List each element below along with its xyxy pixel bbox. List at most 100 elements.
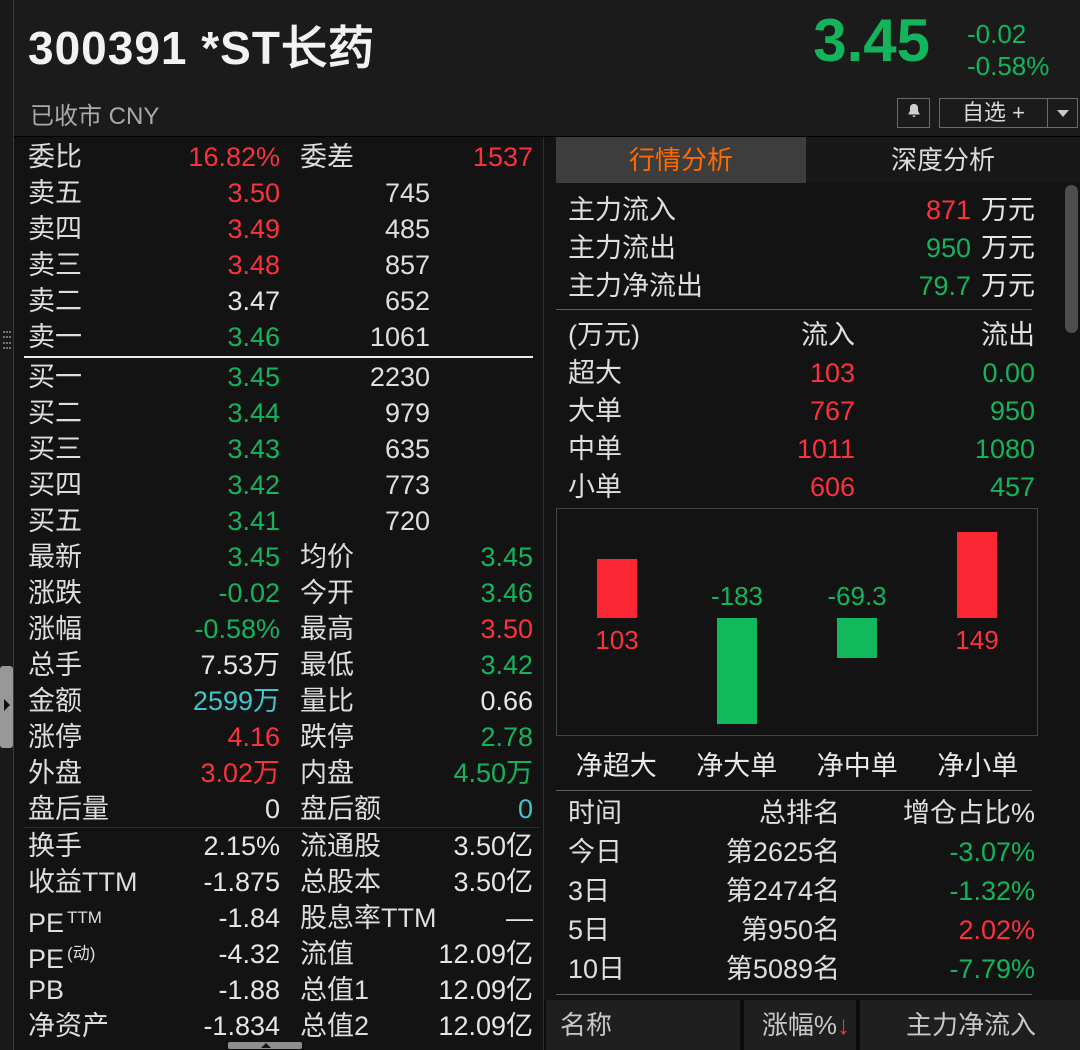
ask-row[interactable]: 卖四 3.49 485 [14, 211, 540, 247]
bid-volume: 773 [384, 470, 430, 500]
stat-value: -1.84 [218, 903, 280, 933]
flow-table-row: 小单 606 457 [556, 468, 1080, 506]
net-flow-bar [597, 559, 637, 618]
flow-table-row: 大单 767 950 [556, 392, 1080, 430]
flow-label: 主力流出 [568, 233, 676, 263]
stat-value: 0 [517, 794, 533, 824]
rank-col-time: 时间 [568, 798, 622, 828]
stat-row: PB -1.88 总值1 12.09亿 [14, 972, 540, 1008]
stat-label: 净资产 [28, 1011, 109, 1041]
left-splitter[interactable] [0, 0, 14, 1050]
watchlist-dropdown-button[interactable] [1047, 99, 1077, 127]
drag-grip-icon[interactable] [2, 329, 12, 351]
stat-row: PE TTM -1.84 股息率TTM — [14, 900, 540, 938]
rank-row-rank: 第5089名 [725, 954, 840, 984]
flow-summary-row: 主力净流出 79.7 万元 [556, 267, 1080, 305]
stat-value: 12.09亿 [438, 939, 533, 969]
bid-row[interactable]: 买五 3.41 720 [14, 503, 540, 539]
ask-row[interactable]: 卖五 3.50 745 [14, 175, 540, 211]
analysis-tabs: 行情分析 深度分析 [556, 137, 1080, 183]
rank-table-row: 5日 第950名 2.02% [556, 911, 1080, 950]
weicha-label: 委差 [300, 142, 354, 172]
net-flow-bar [957, 532, 997, 618]
price-change: -0.02 [967, 19, 1027, 49]
bid-label: 买四 [28, 470, 82, 500]
bid-row[interactable]: 买二 3.44 979 [14, 395, 540, 431]
bid-row[interactable]: 买三 3.43 635 [14, 431, 540, 467]
rank-table: 时间 总排名 增仓占比% 今日 第2625名 -3.07% 3日 第2474名 -1.32% 5日… [556, 793, 1080, 989]
flow-value-group: 79.7 万元 [918, 267, 1035, 305]
stat-row: 总手 7.53万 最低 3.42 [14, 647, 540, 683]
flow-col-unit: (万元) [568, 320, 640, 350]
stat-value: — [506, 903, 533, 933]
flow-value-group: 950 万元 [926, 229, 1035, 267]
alert-button[interactable] [897, 98, 930, 128]
column-header-name[interactable]: 名称 [546, 1000, 740, 1050]
ask-price: 3.49 [227, 214, 280, 244]
flow-row-label: 中单 [568, 434, 622, 464]
stat-value: 2.78 [480, 722, 533, 752]
panel-divider [543, 137, 544, 1050]
weibi-row: 委比 16.82% 委差 1537 [14, 139, 540, 175]
stat-label: 内盘 [300, 758, 354, 788]
ask-row[interactable]: 卖一 3.46 1061 [14, 319, 540, 355]
stat-label: 涨停 [28, 722, 82, 752]
net-flow-bar [717, 618, 757, 724]
weibi-value: 16.82% [188, 142, 280, 172]
stat-row: 收益TTM -1.875 总股本 3.50亿 [14, 864, 540, 900]
rank-row-rank: 第2474名 [725, 876, 840, 906]
tab-depth-analysis[interactable]: 深度分析 [806, 137, 1080, 183]
bid-row[interactable]: 买四 3.42 773 [14, 467, 540, 503]
bid-volume: 2230 [369, 362, 430, 392]
flow-table: (万元) 流入 流出 超大 103 0.00 大单 767 950 中单 1011 1080 小单 606… [556, 316, 1080, 506]
stock-title: 300391 *ST长药 [28, 22, 375, 74]
flow-value: 950 [925, 233, 971, 263]
stat-label: 流值 [300, 939, 354, 969]
stat-label: 外盘 [28, 758, 82, 788]
column-header-change-pct[interactable]: 涨幅%↓ [744, 1000, 856, 1050]
expand-right-icon[interactable] [0, 666, 13, 748]
column-header-main-net-inflow[interactable]: 主力净流入 [860, 1000, 1080, 1050]
bid-label: 买一 [28, 362, 82, 392]
stat-value: 3.02万 [200, 758, 280, 788]
section-divider [556, 790, 1032, 791]
ask-price: 3.47 [227, 286, 280, 316]
add-watchlist-button[interactable]: 自选 + [962, 100, 1025, 125]
rank-table-header: 时间 总排名 增仓占比% [556, 793, 1080, 833]
ask-row[interactable]: 卖三 3.48 857 [14, 247, 540, 283]
ask-volume: 857 [384, 250, 430, 280]
rank-row-pct: -1.32% [949, 876, 1035, 906]
price-change-pct: -0.58% [967, 51, 1050, 81]
stat-row: 金额 2599万 量比 0.66 [14, 683, 540, 719]
vertical-scrollbar-thumb[interactable] [1065, 185, 1078, 333]
ask-label: 卖三 [28, 250, 82, 280]
horizontal-scrollbar-thumb[interactable] [228, 1042, 302, 1049]
change-pct-label: 涨幅% [761, 1010, 837, 1040]
bid-row[interactable]: 买一 3.45 2230 [14, 359, 540, 395]
flow-label: 主力流入 [568, 195, 676, 225]
weicha-value: 1537 [472, 142, 533, 172]
bid-label: 买五 [28, 506, 82, 536]
flow-row-outflow: 457 [989, 472, 1035, 502]
flow-row-outflow: 1080 [974, 434, 1035, 464]
ask-label: 卖一 [28, 322, 82, 352]
bar-value-label: -69.3 [827, 581, 887, 611]
rank-col-pct: 增仓占比% [902, 798, 1035, 828]
ask-price: 3.48 [227, 250, 280, 280]
price-change-block: -0.02 -0.58% [967, 18, 1049, 82]
flow-row-inflow: 103 [809, 358, 855, 388]
stat-value: 12.09亿 [438, 975, 533, 1005]
flow-col-outflow: 流出 [981, 320, 1035, 350]
bid-price: 3.45 [227, 362, 280, 392]
stat-value: 0.66 [480, 686, 533, 716]
rank-table-row: 今日 第2625名 -3.07% [556, 833, 1080, 872]
bid-ask-separator [24, 356, 533, 358]
bar-value-label: 149 [955, 625, 999, 655]
stat-label: PB [28, 975, 65, 1005]
ask-row[interactable]: 卖二 3.47 652 [14, 283, 540, 319]
stat-label: 总值2 [300, 1011, 370, 1041]
bid-price: 3.43 [227, 434, 280, 464]
flow-table-header: (万元) 流入 流出 [556, 316, 1080, 354]
flow-row-inflow: 1011 [796, 434, 855, 464]
tab-quote-analysis[interactable]: 行情分析 [556, 137, 806, 183]
